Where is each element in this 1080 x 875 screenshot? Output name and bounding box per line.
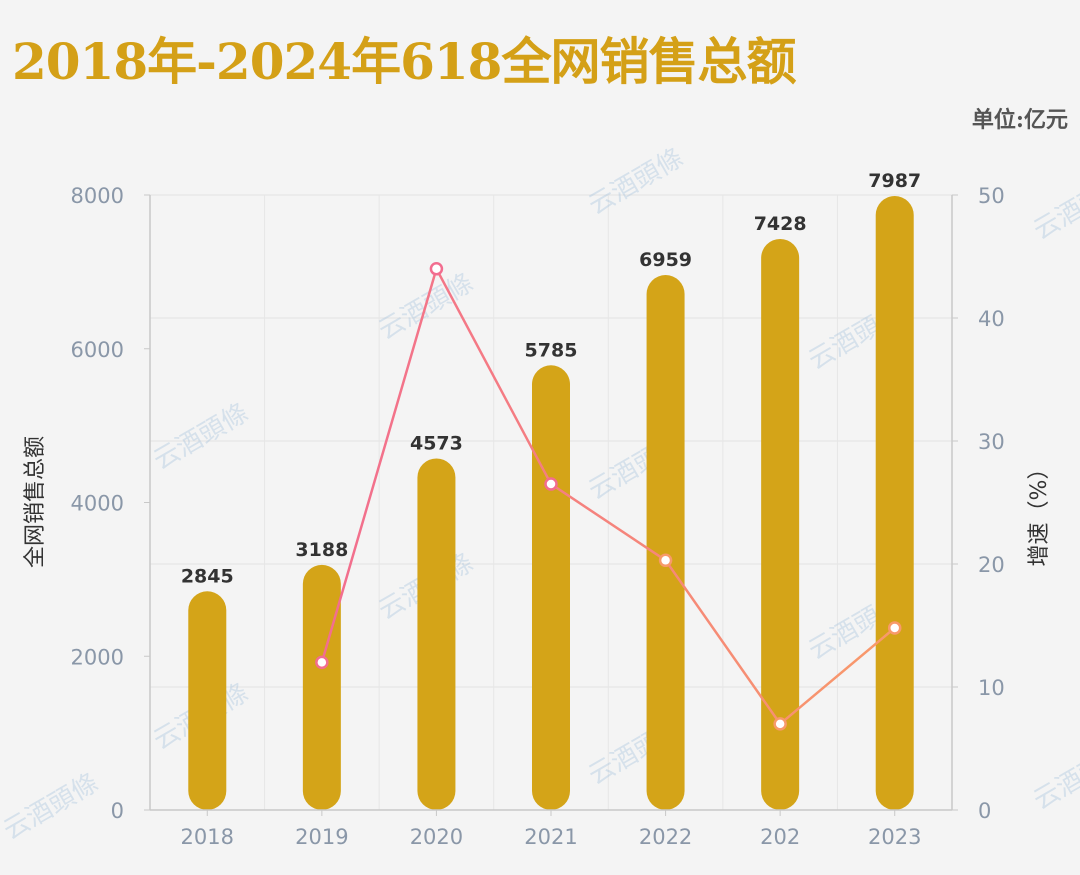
x-tick-label: 2022: [639, 825, 692, 849]
growth-line: [320, 265, 896, 726]
x-tick-label: 2021: [524, 825, 577, 849]
bar: [875, 195, 914, 810]
x-tick-label: 2018: [181, 825, 234, 849]
bar-value-label: 4573: [410, 432, 463, 454]
bar: [646, 275, 685, 811]
chart-title: 2018年-2024年618全网销售总额: [12, 32, 796, 91]
bar-value-label: 6959: [639, 249, 692, 271]
right-tick-label: 20: [978, 553, 1005, 577]
right-tick-label: 30: [978, 430, 1005, 454]
left-tick-label: 2000: [71, 645, 124, 669]
growth-point: [773, 717, 787, 731]
bar: [761, 238, 800, 810]
growth-point: [429, 262, 444, 276]
x-tick-label: 202: [760, 825, 800, 849]
bar-value-label: 3188: [295, 539, 348, 561]
bar: [532, 365, 570, 810]
bar-value-label: 5785: [525, 339, 578, 361]
watermark-text: 云酒頭條: [1029, 738, 1080, 816]
x-tick-label: 2019: [295, 825, 348, 849]
x-tick-label: 2020: [410, 825, 463, 849]
growth-point: [544, 477, 558, 491]
left-tick-label: 4000: [71, 492, 124, 516]
left-axis-title: 全网销售总额: [23, 436, 48, 568]
unit-label: 单位:亿元: [971, 107, 1068, 133]
right-tick-label: 10: [978, 676, 1005, 700]
watermark-text: 云酒頭條: [0, 768, 104, 846]
x-tick-label: 2023: [868, 825, 921, 849]
left-tick-label: 8000: [71, 184, 124, 208]
growth-point: [887, 621, 902, 635]
bar: [188, 591, 227, 810]
bar: [302, 564, 341, 810]
right-tick-label: 0: [978, 799, 991, 823]
bar-value-label: 7987: [868, 170, 921, 192]
watermark-text: 云酒頭條: [1029, 168, 1080, 246]
line-series: [315, 262, 902, 731]
growth-point: [658, 553, 673, 568]
watermark-text: 云酒頭條: [584, 143, 689, 221]
right-tick-label: 50: [978, 184, 1005, 208]
watermark-text: 云酒頭條: [149, 398, 254, 476]
bar-value-label: 7428: [754, 213, 807, 235]
bar-value-label: 2845: [181, 565, 234, 587]
left-tick-label: 0: [111, 799, 124, 823]
bar: [417, 458, 456, 810]
growth-point: [315, 655, 329, 670]
left-tick-label: 6000: [71, 338, 124, 362]
right-tick-label: 40: [978, 307, 1005, 331]
right-axis-title: 增速（%）: [1027, 458, 1052, 567]
axes: 0 2000 4000 6000 8000 0 10 20 30 40 50 2018 2019 2020…: [23, 184, 1052, 849]
